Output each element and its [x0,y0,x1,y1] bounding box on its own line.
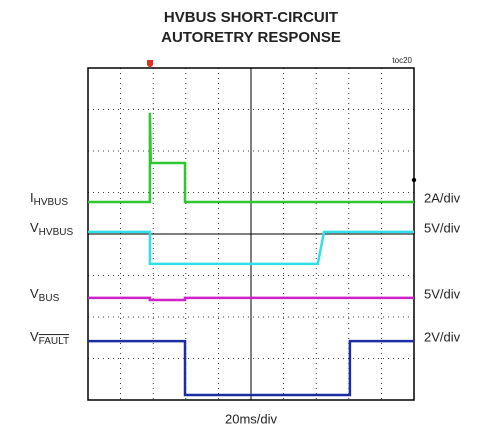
trace [88,230,414,266]
channel-label: VHVBUS [30,220,73,237]
channel-label: VFAULT [30,330,69,347]
plot-frame [87,67,415,401]
trigger-level-marker [411,177,417,183]
grid [87,67,415,401]
channel-scale: 2V/div [424,330,461,345]
x-scale-label: 20ms/div [225,411,278,426]
channel-symbol: I [30,190,34,205]
channel-scale: 2A/div [424,190,461,205]
chart-title: AUTORETRY RESPONSE [161,29,341,46]
trace [88,112,414,204]
channel-symbol: V [30,330,39,345]
channel-subscript: HVBUS [34,197,69,208]
channel-scale: 5V/div [424,286,461,301]
channel-symbol: V [30,220,39,235]
channel-label: VBUS [30,286,60,303]
channel-subscript: FAULT [39,336,69,347]
trace [88,296,414,302]
channel-label: IHVBUS [30,190,68,207]
chart-title: HVBUS SHORT-CIRCUIT [164,9,338,26]
traces [88,112,414,397]
channel-symbol: V [30,286,39,301]
trace [88,339,414,397]
channel-scale: 5V/div [424,220,461,235]
channel-subscript: HVBUS [39,227,74,238]
trigger-marker [147,60,153,68]
channel-subscript: BUS [39,293,60,304]
figure-id: toc20 [392,56,412,65]
